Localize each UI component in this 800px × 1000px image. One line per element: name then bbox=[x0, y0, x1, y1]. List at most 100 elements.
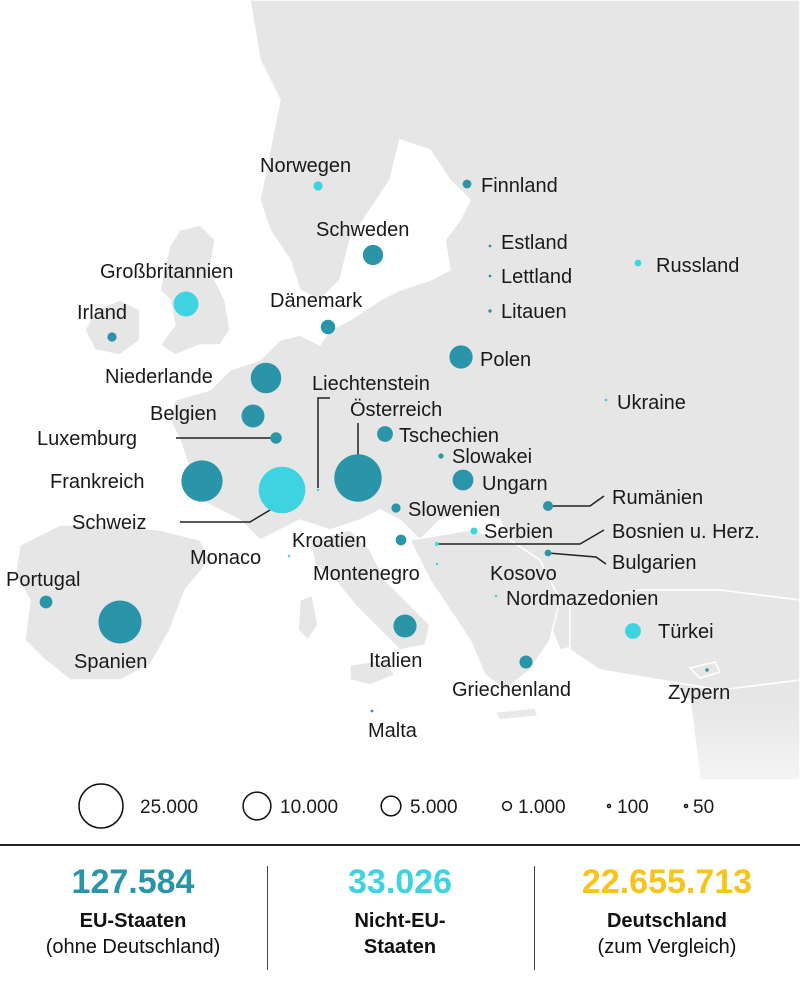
summary-non-eu-number: 33.026 bbox=[348, 863, 452, 901]
bubble-irland bbox=[107, 332, 117, 342]
label-zypern: Zypern bbox=[668, 682, 730, 704]
land-sardinia bbox=[297, 593, 319, 642]
land-cyprus bbox=[688, 661, 722, 679]
summary-non-eu: 33.026 Nicht-EU- Staaten bbox=[267, 846, 533, 1000]
summary-eu-subtitle: (ohne Deutschland) bbox=[45, 936, 221, 958]
bubble-norwegen bbox=[313, 181, 323, 191]
label-portugal: Portugal bbox=[6, 569, 81, 591]
bubble-bulgarien bbox=[544, 549, 552, 557]
label-monaco: Monaco bbox=[190, 547, 261, 569]
bubble-slowakei bbox=[438, 453, 444, 459]
bubble-zypern bbox=[705, 668, 709, 672]
legend-circle-2 bbox=[380, 795, 402, 817]
country-labels: Norwegen Finnland Schweden Estland Lettland L… bbox=[6, 155, 760, 742]
label-slowenien: Slowenien bbox=[408, 499, 500, 521]
bubble-litauen bbox=[488, 309, 492, 313]
summary-eu: 127.584 EU-Staaten (ohne Deutschland) bbox=[0, 846, 266, 1000]
bubble-schweiz bbox=[258, 466, 306, 514]
bubble-daenemark bbox=[320, 319, 336, 335]
summary-eu-title: EU-Staaten bbox=[79, 910, 187, 932]
land-great-britain bbox=[158, 224, 231, 356]
summary-non-eu-subtitle: Staaten bbox=[363, 936, 437, 958]
summary-germany-subtitle: (zum Vergleich) bbox=[597, 936, 737, 958]
bubble-schweden bbox=[362, 244, 384, 266]
bubble-russland bbox=[634, 259, 642, 267]
land-ireland bbox=[84, 299, 141, 356]
summary-row: 127.584 EU-Staaten (ohne Deutschland) 33… bbox=[0, 846, 800, 1000]
label-niederlande: Niederlande bbox=[105, 366, 213, 388]
label-estland: Estland bbox=[501, 232, 568, 254]
label-griechenland: Griechenland bbox=[452, 679, 571, 701]
label-tuerkei: Türkei bbox=[658, 621, 714, 643]
legend-circle-0 bbox=[78, 783, 124, 829]
bubble-ukraine bbox=[604, 398, 608, 402]
label-rumaenien: Rumänien bbox=[612, 487, 703, 509]
label-litauen: Litauen bbox=[501, 301, 567, 323]
label-nordmazedonien: Nordmazedonien bbox=[506, 588, 658, 610]
summary-germany-number: 22.655.713 bbox=[581, 863, 753, 901]
bubble-polen bbox=[449, 345, 473, 369]
summary-divider bbox=[0, 844, 800, 846]
label-italien: Italien bbox=[369, 650, 422, 672]
bubble-estland bbox=[488, 244, 492, 248]
legend-circle-1 bbox=[242, 791, 272, 821]
legend-label-5: 50 bbox=[693, 797, 714, 818]
bubble-finnland bbox=[462, 179, 472, 189]
bubble-tschechien bbox=[377, 426, 393, 442]
label-frankreich: Frankreich bbox=[50, 471, 144, 493]
land-turkey bbox=[569, 589, 800, 691]
leader-lines bbox=[176, 397, 607, 565]
label-bulgarien: Bulgarien bbox=[612, 552, 697, 574]
bubble-nordmazedonien bbox=[494, 594, 498, 598]
label-grossbritannien: Großbritannien bbox=[100, 261, 233, 283]
label-kosovo: Kosovo bbox=[490, 563, 557, 585]
leader-line-bulgarien bbox=[547, 552, 607, 565]
legend-label-4: 100 bbox=[617, 797, 649, 818]
label-norwegen: Norwegen bbox=[260, 155, 351, 177]
label-liechtenstein: Liechtenstein bbox=[312, 373, 430, 395]
europe-map: Norwegen Finnland Schweden Estland Lettland L… bbox=[0, 0, 800, 840]
leader-line-rumaenien bbox=[548, 495, 605, 507]
label-daenemark: Dänemark bbox=[270, 290, 363, 312]
leader-line-bosnien-u-herz bbox=[437, 529, 605, 545]
bubble-ungarn bbox=[452, 469, 474, 491]
bubble-belgien bbox=[241, 404, 265, 428]
map-fade bbox=[0, 700, 800, 840]
label-irland: Irland bbox=[77, 302, 127, 324]
summary-germany: 22.655.713 Deutschland (zum Vergleich) bbox=[534, 846, 800, 1000]
bubble-serbien bbox=[470, 527, 478, 535]
label-montenegro: Montenegro bbox=[313, 563, 420, 585]
label-kroatien: Kroatien bbox=[292, 530, 367, 552]
bubble-montenegro bbox=[435, 562, 439, 566]
land-sicily bbox=[349, 659, 397, 686]
legend-label-1: 10.000 bbox=[280, 797, 338, 818]
label-schweden: Schweden bbox=[316, 219, 409, 241]
label-ukraine: Ukraine bbox=[617, 392, 686, 414]
label-ungarn: Ungarn bbox=[482, 473, 548, 495]
bubble-kosovo bbox=[493, 570, 497, 574]
bubble-italien bbox=[393, 614, 417, 638]
label-russland: Russland bbox=[656, 255, 739, 277]
summary-eu-number: 127.584 bbox=[71, 863, 195, 901]
label-luxemburg: Luxemburg bbox=[37, 428, 137, 450]
bubble-luxemburg bbox=[270, 432, 282, 444]
leader-line-liechtenstein bbox=[317, 397, 330, 488]
land-masses bbox=[14, 0, 800, 781]
label-malta: Malta bbox=[368, 720, 418, 742]
legend-circle-5 bbox=[683, 803, 689, 809]
label-belgien: Belgien bbox=[150, 403, 217, 425]
bubble-lettland bbox=[488, 274, 492, 278]
label-spanien: Spanien bbox=[74, 651, 147, 673]
bubble-spanien bbox=[98, 600, 142, 644]
label-bosnien-u-herz: Bosnien u. Herz. bbox=[612, 521, 760, 543]
bubble-oesterreich bbox=[334, 454, 382, 502]
bubble-monaco bbox=[287, 554, 291, 558]
label-tschechien: Tschechien bbox=[399, 425, 499, 447]
label-oesterreich: Österreich bbox=[350, 399, 442, 421]
land-balkans bbox=[408, 529, 561, 691]
legend-circle-3 bbox=[501, 800, 513, 812]
legend-label-2: 5.000 bbox=[410, 797, 458, 818]
bubble-portugal bbox=[39, 595, 53, 609]
label-serbien: Serbien bbox=[484, 521, 553, 543]
